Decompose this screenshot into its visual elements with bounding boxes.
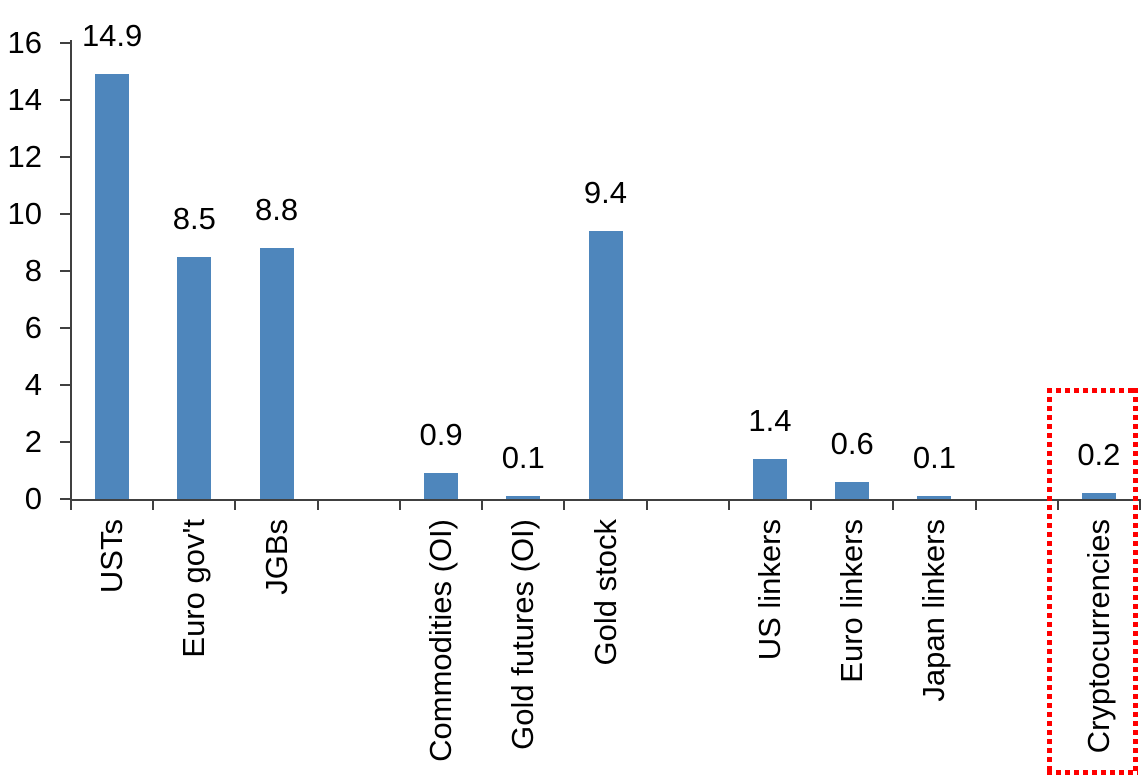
bar: [506, 496, 541, 499]
bar-value-label: 0.1: [912, 440, 956, 476]
bar: [259, 248, 294, 499]
category-label: US linkers: [751, 519, 787, 661]
bar-value-label: 9.4: [583, 175, 628, 211]
y-axis-tick-label: 10: [7, 196, 42, 231]
highlight-box-left-edge: [1046, 388, 1052, 775]
y-axis-tick: [60, 384, 71, 386]
y-axis-tick: [60, 156, 71, 158]
category-label: Gold stock: [587, 519, 623, 666]
bar-value-label: 14.9: [81, 18, 143, 54]
y-axis-tick: [60, 270, 71, 272]
y-axis-tick: [60, 42, 71, 44]
y-axis-tick-label: 0: [24, 481, 42, 516]
y-axis-tick-label: 12: [7, 139, 42, 174]
bar-value-label: 8.8: [255, 192, 299, 228]
y-axis-tick: [60, 327, 71, 329]
y-axis-tick: [60, 441, 71, 443]
y-axis-tick: [60, 498, 71, 500]
x-axis-tick: [727, 501, 730, 510]
y-axis-tick-label: 16: [7, 25, 42, 60]
x-axis-tick: [645, 501, 648, 510]
highlight-box-bottom-edge: [1046, 770, 1138, 775]
x-axis-tick: [810, 501, 813, 510]
category-label: USTs: [94, 519, 130, 594]
bar: [177, 256, 212, 499]
bar-value-label: 0.2: [1077, 437, 1121, 473]
y-axis-tick-label: 8: [24, 253, 42, 288]
y-axis-tick-label: 2: [24, 424, 42, 459]
x-axis-line: [70, 499, 1141, 501]
bar: [752, 459, 787, 499]
x-axis-tick: [1056, 501, 1059, 510]
y-axis-tick-label: 6: [24, 310, 42, 345]
category-label: Japan linkers: [916, 519, 952, 702]
x-axis-tick: [316, 501, 319, 510]
bar: [588, 231, 623, 499]
y-axis-tick: [60, 99, 71, 101]
bar: [917, 496, 952, 499]
bar-value-label: 8.5: [172, 200, 216, 236]
bar-value-label: 1.4: [748, 403, 792, 439]
bar-value-label: 0.1: [501, 440, 545, 476]
x-axis-tick: [1139, 501, 1141, 510]
bar: [835, 481, 870, 499]
bar-value-label: 0.6: [830, 425, 874, 461]
bar: [1081, 493, 1116, 499]
bar-value-label: 0.9: [419, 417, 463, 453]
y-axis-tick-label: 14: [7, 82, 42, 117]
y-axis-tick-label: 4: [24, 367, 42, 402]
y-axis-tick: [60, 213, 71, 215]
x-axis-tick: [481, 501, 484, 510]
x-axis-tick: [892, 501, 895, 510]
highlight-box: [1046, 388, 1138, 775]
category-label: JGBs: [258, 519, 294, 595]
x-axis-tick: [563, 501, 566, 510]
highlight-box-top-edge: [1046, 388, 1138, 393]
x-axis-tick: [974, 501, 977, 510]
y-axis-line: [70, 40, 72, 501]
category-label: Gold futures (OI): [505, 519, 541, 750]
highlight-box-right-edge: [1132, 388, 1138, 775]
category-label: Cryptocurrencies: [1080, 519, 1116, 754]
x-axis-tick: [234, 501, 237, 510]
category-label: Euro gov't: [176, 519, 212, 658]
category-label: Euro linkers: [834, 519, 870, 683]
x-axis-tick: [398, 501, 401, 510]
bar: [95, 74, 130, 499]
category-label: Commodities (OI): [423, 519, 459, 762]
x-axis-tick: [70, 501, 72, 510]
bar: [424, 473, 459, 499]
x-axis-tick: [152, 501, 155, 510]
